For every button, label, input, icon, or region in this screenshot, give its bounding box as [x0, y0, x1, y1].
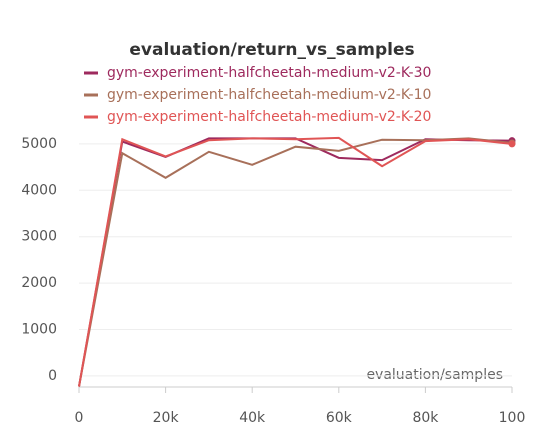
y-tick-label: 1000 [21, 321, 57, 337]
y-tick-label: 4000 [21, 182, 57, 198]
x-tick-label: 0 [75, 410, 84, 426]
line-series [78, 136, 513, 387]
line-series [78, 137, 513, 387]
y-tick-label: 3000 [21, 229, 57, 245]
x-tick-label: 60k [326, 410, 353, 426]
x-axis-label: evaluation/samples [366, 367, 503, 383]
chart-title: evaluation/return_vs_samples [129, 40, 414, 60]
x-tick-label: 40k [239, 410, 266, 426]
x-tick-label: 20k [153, 410, 180, 426]
end-point [508, 140, 516, 148]
y-tick-label: 0 [48, 368, 57, 384]
y-tick-label: 5000 [21, 136, 57, 152]
legend-label: gym-experiment-halfcheetah-medium-v2-K-1… [107, 87, 431, 103]
x-tick-label: 100 [499, 410, 526, 426]
legend-label: gym-experiment-halfcheetah-medium-v2-K-2… [107, 109, 431, 125]
legend-label: gym-experiment-halfcheetah-medium-v2-K-3… [107, 65, 431, 81]
x-tick-label: 80k [412, 410, 439, 426]
y-tick-label: 2000 [21, 275, 57, 291]
line-series [78, 137, 513, 387]
